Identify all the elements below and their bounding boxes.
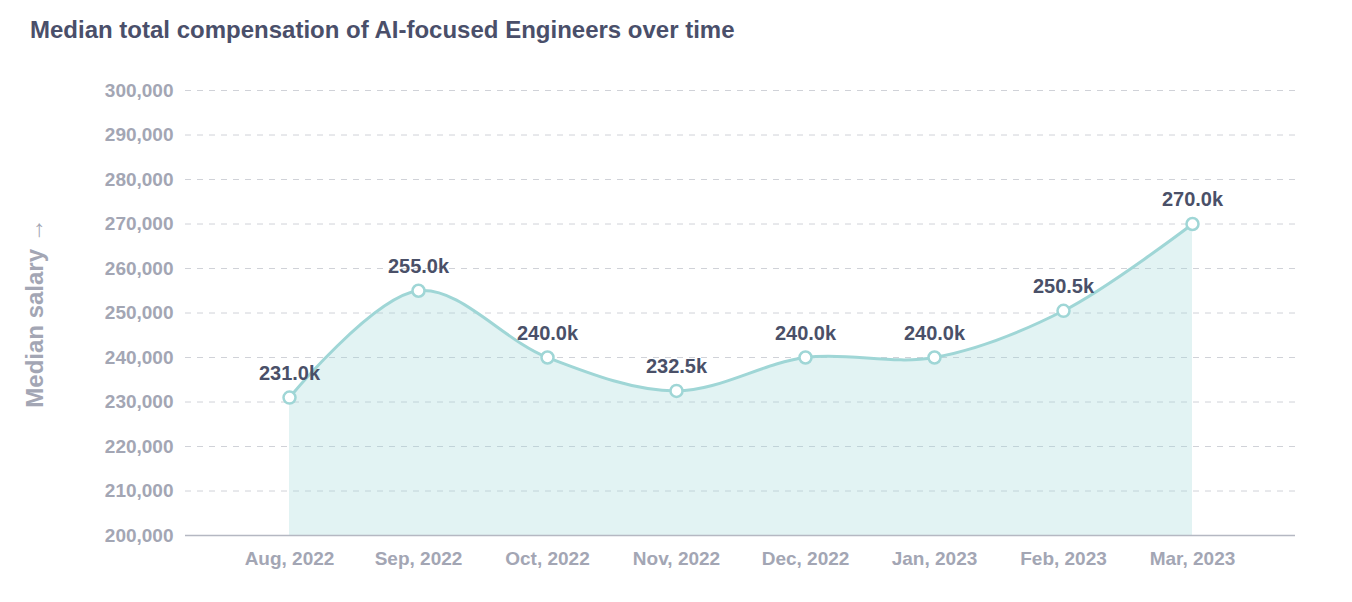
html-text:Median total compensation of A: Median total compensation of AI-focused … (30, 16, 735, 43)
svg-text:300,000: 300,000 (105, 80, 174, 101)
svg-text:Mar, 2023: Mar, 2023 (1150, 548, 1236, 569)
svg-text:Jan, 2023: Jan, 2023 (892, 548, 978, 569)
svg-text:210,000: 210,000 (105, 480, 174, 501)
svg-text:220,000: 220,000 (105, 436, 174, 457)
svg-text:270,000: 270,000 (105, 213, 174, 234)
svg-text:240.0k: 240.0k (775, 322, 837, 344)
svg-text:Median salary →: Median salary → (21, 218, 48, 407)
svg-text:200,000: 200,000 (105, 525, 174, 546)
svg-text:250.5k: 250.5k (1033, 275, 1095, 297)
svg-text:240,000: 240,000 (105, 347, 174, 368)
svg-text:Aug, 2022: Aug, 2022 (245, 548, 335, 569)
svg-text:240.0k: 240.0k (517, 322, 579, 344)
svg-text:240.0k: 240.0k (904, 322, 966, 344)
svg-text:231.0k: 231.0k (259, 362, 321, 384)
svg-text:Oct, 2022: Oct, 2022 (505, 548, 590, 569)
svg-text:232.5k: 232.5k (646, 355, 708, 377)
svg-text:280,000: 280,000 (105, 169, 174, 190)
svg-text:Sep, 2022: Sep, 2022 (375, 548, 463, 569)
svg-text:230,000: 230,000 (105, 391, 174, 412)
svg-text:255.0k: 255.0k (388, 255, 450, 277)
svg-text:260,000: 260,000 (105, 258, 174, 279)
svg-text:Dec, 2022: Dec, 2022 (762, 548, 850, 569)
svg-text:Feb, 2023: Feb, 2023 (1020, 548, 1107, 569)
svg-text:Nov, 2022: Nov, 2022 (633, 548, 720, 569)
svg-text:290,000: 290,000 (105, 124, 174, 145)
svg-text:270.0k: 270.0k (1162, 188, 1224, 210)
svg-text:250,000: 250,000 (105, 302, 174, 323)
